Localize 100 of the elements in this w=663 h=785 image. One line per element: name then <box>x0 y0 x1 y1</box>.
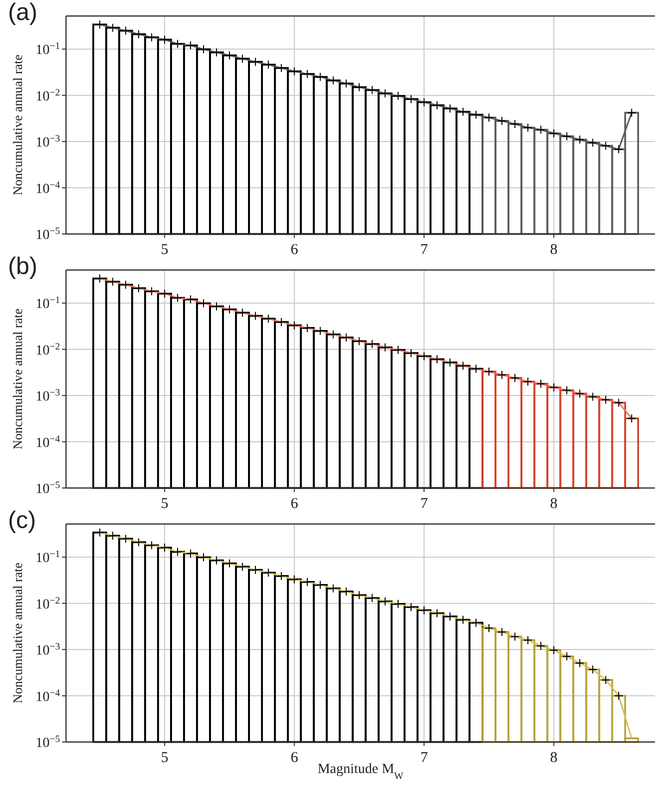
point <box>627 108 636 118</box>
point <box>173 547 182 556</box>
y-tick-label: 10$^{−5}$ <box>36 480 60 497</box>
point <box>484 624 494 633</box>
point <box>588 392 598 402</box>
point <box>250 565 260 574</box>
point <box>302 323 312 332</box>
chart-title: (b) <box>8 253 38 280</box>
point <box>601 141 610 150</box>
point <box>575 658 584 668</box>
point <box>250 57 260 66</box>
point <box>264 60 273 70</box>
point <box>134 284 144 293</box>
point <box>510 119 520 128</box>
point <box>549 128 558 138</box>
point <box>471 618 480 628</box>
point <box>134 538 144 547</box>
point <box>497 116 506 126</box>
point <box>224 558 234 568</box>
point <box>264 568 273 578</box>
point <box>160 289 170 298</box>
point <box>614 398 624 408</box>
point <box>497 627 506 636</box>
point <box>134 30 144 39</box>
point <box>523 377 532 386</box>
point <box>108 23 118 32</box>
point <box>523 123 532 132</box>
point <box>290 66 299 76</box>
point <box>497 370 506 380</box>
point <box>380 596 390 606</box>
point <box>316 326 325 336</box>
y-tick-label: 10$^{−1}$ <box>36 40 60 58</box>
point <box>316 580 325 590</box>
line-series <box>98 278 632 420</box>
point <box>224 304 234 314</box>
point <box>276 318 286 326</box>
point <box>147 540 156 550</box>
point <box>212 302 221 311</box>
point <box>484 113 494 122</box>
point <box>290 574 299 584</box>
point <box>354 82 364 92</box>
point <box>458 361 468 370</box>
point <box>588 138 598 148</box>
point <box>212 48 221 57</box>
point <box>173 39 182 48</box>
y-tick-label: 10$^{−2}$ <box>36 340 60 358</box>
point <box>368 340 377 349</box>
point <box>536 125 546 134</box>
point <box>432 608 442 618</box>
point <box>432 100 442 110</box>
x-tick-label: 8 <box>550 496 558 512</box>
point <box>264 314 273 324</box>
point <box>238 562 247 572</box>
x-tick-label: 5 <box>160 750 168 766</box>
point <box>601 675 610 684</box>
x-tick-label: 6 <box>290 496 299 512</box>
point <box>406 94 416 104</box>
x-tick-label: 7 <box>420 496 428 512</box>
point <box>627 414 636 423</box>
point <box>549 382 558 392</box>
point <box>432 354 442 364</box>
point <box>160 543 170 552</box>
point <box>562 386 572 395</box>
point <box>380 88 390 98</box>
point <box>614 691 624 700</box>
point <box>121 534 130 544</box>
y-tick-label: 10$^{−2}$ <box>36 86 60 104</box>
chart-title: (a) <box>8 0 38 26</box>
point <box>458 615 468 624</box>
point <box>276 64 286 72</box>
y-tick-label: 10$^{−2}$ <box>36 594 60 612</box>
point <box>342 587 351 596</box>
point <box>121 26 130 36</box>
point <box>328 76 338 85</box>
point <box>394 599 403 608</box>
point <box>406 348 416 358</box>
y-axis-title: Noncumulative annual rate <box>10 54 25 196</box>
point <box>186 294 196 304</box>
point <box>549 646 558 655</box>
point <box>536 379 546 388</box>
point <box>446 358 455 367</box>
point <box>484 367 494 376</box>
point <box>523 636 532 645</box>
x-tick-label: 5 <box>160 496 168 512</box>
y-axis-title: Noncumulative annual rate <box>10 562 25 704</box>
chart-title: (c) <box>8 507 36 534</box>
y-tick-label: 10$^{−5}$ <box>36 734 60 751</box>
y-tick-label: 10$^{−4}$ <box>36 687 60 705</box>
point <box>536 641 546 650</box>
x-tick-label: 8 <box>550 750 558 766</box>
y-tick-label: 10$^{−3}$ <box>36 641 60 659</box>
point <box>601 395 610 404</box>
point <box>510 373 520 382</box>
point <box>302 577 312 586</box>
y-tick-label: 10$^{−4}$ <box>36 179 60 197</box>
point <box>588 665 598 674</box>
y-tick-label: 10$^{−3}$ <box>36 387 60 405</box>
point <box>420 98 429 107</box>
point <box>328 330 338 339</box>
point <box>186 548 196 558</box>
